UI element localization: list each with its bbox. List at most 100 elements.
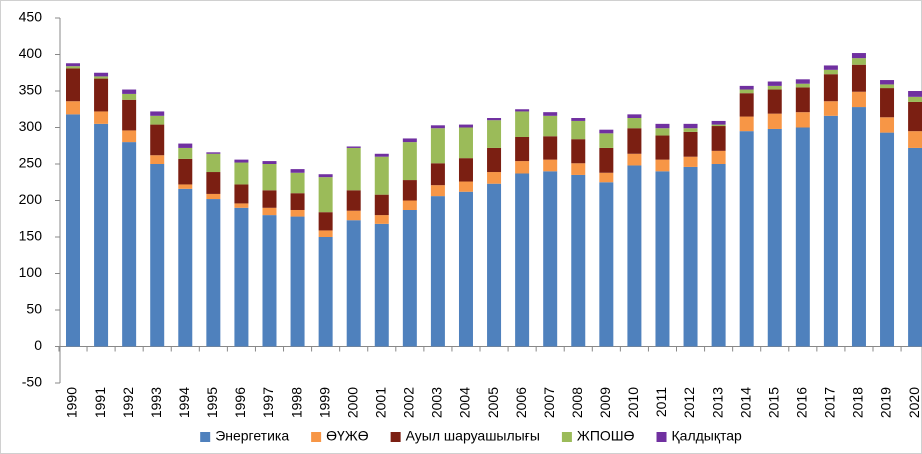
x-tick-label: 1998 bbox=[288, 387, 304, 418]
bar-segment bbox=[206, 152, 221, 154]
x-tick-label: 2011 bbox=[653, 387, 669, 417]
bar-segment bbox=[178, 158, 193, 185]
bar-segment bbox=[290, 209, 305, 217]
bar-segment bbox=[94, 123, 109, 347]
y-tick-label: 0 bbox=[34, 337, 42, 353]
bar-segment bbox=[487, 120, 502, 148]
x-tick-label: 2001 bbox=[372, 387, 388, 418]
legend-item: Қалдықтар bbox=[656, 428, 742, 444]
x-tick-label: 2015 bbox=[765, 387, 781, 418]
bar-segment bbox=[627, 118, 642, 129]
bar-segment bbox=[150, 124, 165, 156]
x-tick-label: 2018 bbox=[850, 387, 866, 418]
bar-segment bbox=[683, 156, 698, 167]
x-tick-label: 2008 bbox=[569, 387, 585, 418]
x-tick-label: 1991 bbox=[92, 387, 108, 418]
bar-segment bbox=[487, 183, 502, 347]
bar-segment bbox=[346, 190, 361, 211]
bar-segment bbox=[908, 96, 922, 102]
y-tick-label: 250 bbox=[19, 155, 43, 171]
bar-segment bbox=[711, 124, 726, 127]
bar-segment bbox=[374, 223, 389, 347]
bar-segment bbox=[318, 177, 333, 213]
x-tick-label: 2003 bbox=[429, 387, 445, 418]
bar-segment bbox=[234, 162, 249, 185]
bar-segment bbox=[458, 127, 473, 159]
legend: Энергетика ӨҮЖӨ Ауыл шаруашылығы ЖПОШӨ Қалды… bbox=[200, 428, 742, 444]
plot-area: -50 0 50 100 150 200 250 300 350 400 450 1990 1991 19… bbox=[19, 9, 922, 418]
bar-segment bbox=[178, 188, 193, 347]
bar-segment bbox=[178, 184, 193, 189]
bar-segment bbox=[346, 210, 361, 221]
bar-segment bbox=[206, 172, 221, 194]
x-tick-label: 2016 bbox=[794, 387, 810, 418]
bar-segment bbox=[515, 111, 530, 137]
bar-segment bbox=[234, 184, 249, 204]
x-tick-label: 1997 bbox=[260, 387, 276, 418]
bar-segment bbox=[655, 128, 670, 136]
bar-segment bbox=[767, 85, 782, 90]
bar-segment bbox=[290, 216, 305, 347]
y-tick-label: -50 bbox=[22, 374, 42, 390]
bar-segment bbox=[627, 153, 642, 166]
bar-segment bbox=[122, 130, 137, 143]
bar-segment bbox=[458, 191, 473, 347]
bar-segment bbox=[599, 129, 614, 134]
x-tick-label: 2017 bbox=[822, 387, 838, 418]
bar-segment bbox=[711, 120, 726, 125]
bar-segment bbox=[262, 190, 277, 208]
x-tick-label: 1994 bbox=[176, 387, 192, 418]
bar-segment bbox=[711, 164, 726, 347]
x-tick-label: 1990 bbox=[64, 387, 80, 418]
bar-segment bbox=[739, 85, 754, 90]
bar-segment bbox=[543, 159, 558, 172]
bar-segment bbox=[374, 153, 389, 157]
x-tick-label: 2004 bbox=[457, 387, 473, 418]
bar-segment bbox=[234, 203, 249, 208]
bar-segment bbox=[627, 165, 642, 347]
bar-segment bbox=[851, 58, 866, 65]
bar-segment bbox=[851, 107, 866, 347]
legend-swatch bbox=[311, 432, 322, 442]
x-tick-label: 2009 bbox=[597, 387, 613, 418]
bar-segment bbox=[571, 174, 586, 347]
bar-segment bbox=[290, 172, 305, 194]
y-tick-label: 200 bbox=[19, 191, 43, 207]
bar-segment bbox=[262, 207, 277, 216]
bar-segment bbox=[655, 135, 670, 160]
y-tick-label: 100 bbox=[19, 264, 43, 280]
bar-segment bbox=[94, 76, 109, 79]
bar-segment bbox=[487, 172, 502, 184]
bar-segment bbox=[402, 209, 417, 347]
bar-segment bbox=[823, 74, 838, 102]
bar-segment bbox=[234, 159, 249, 163]
bar-segment bbox=[290, 169, 305, 173]
bar-segment bbox=[430, 125, 445, 129]
bar-segment bbox=[599, 172, 614, 183]
bar-segment bbox=[795, 127, 810, 347]
bar-segment bbox=[206, 153, 221, 173]
bar-segment bbox=[150, 111, 165, 116]
bar-segment bbox=[430, 196, 445, 347]
bar-segment bbox=[515, 136, 530, 162]
bar-segment bbox=[150, 155, 165, 164]
bar-segment bbox=[318, 174, 333, 178]
bar-segment bbox=[122, 89, 137, 94]
bar-segment bbox=[402, 138, 417, 143]
bar-segment bbox=[880, 88, 895, 118]
legend-swatch bbox=[200, 432, 211, 442]
bar-segment bbox=[66, 66, 80, 69]
bar-segment bbox=[599, 147, 614, 173]
bar-segment bbox=[767, 89, 782, 114]
bar-segment bbox=[908, 101, 922, 132]
bar-segment bbox=[627, 114, 642, 119]
bar-segment bbox=[122, 99, 137, 131]
bar-segment bbox=[851, 53, 866, 59]
x-tick-label: 2019 bbox=[878, 387, 894, 418]
x-tick-label: 2014 bbox=[737, 387, 753, 418]
bar-segment bbox=[880, 117, 895, 133]
legend-label: Ауыл шаруашылығы bbox=[406, 428, 540, 444]
x-tick-label: 2020 bbox=[906, 387, 922, 418]
legend-item: ЖПОШӨ bbox=[561, 428, 635, 444]
